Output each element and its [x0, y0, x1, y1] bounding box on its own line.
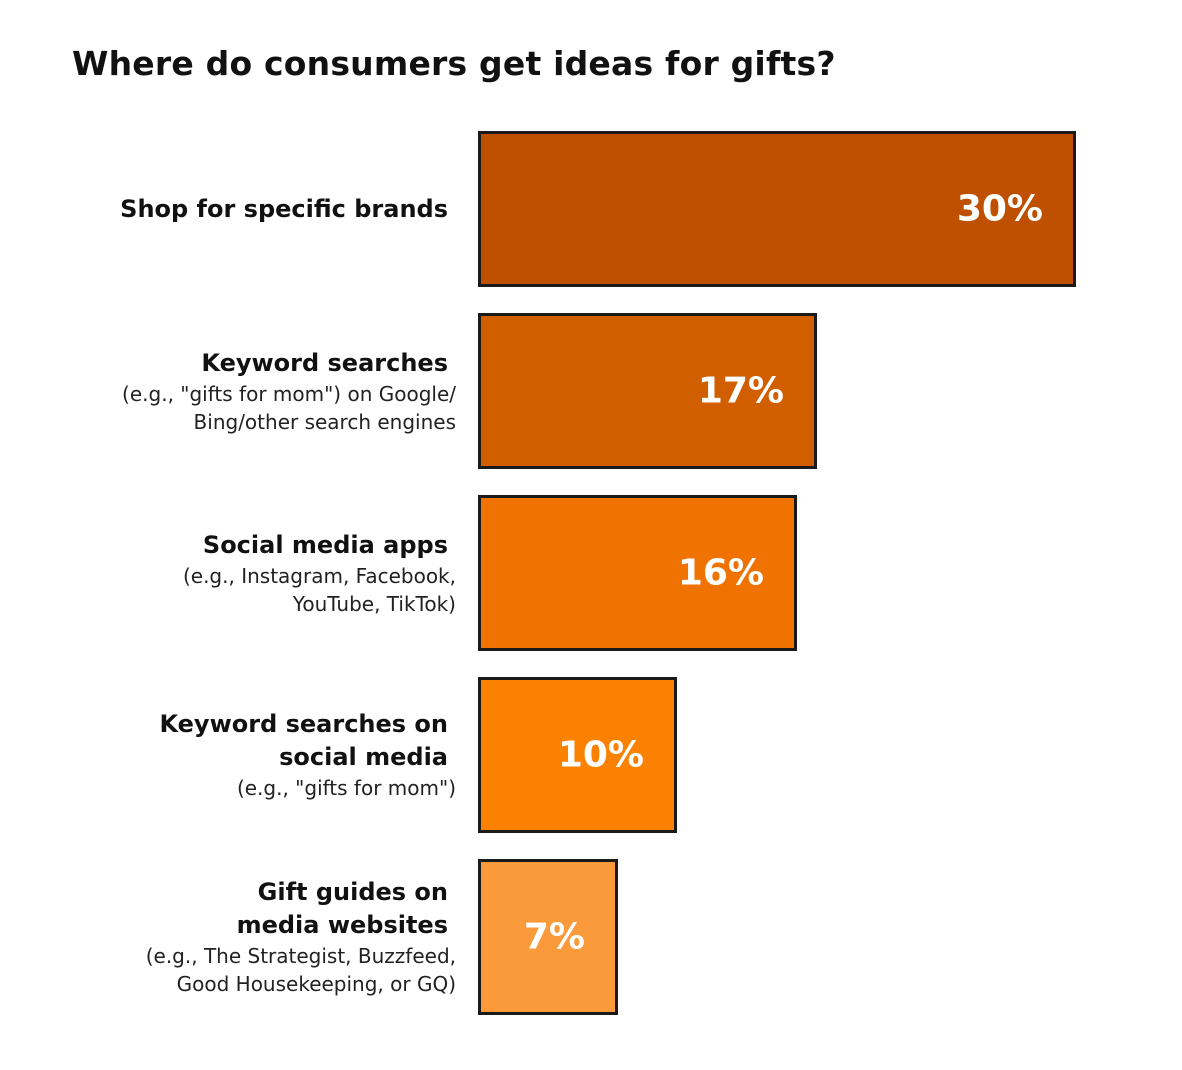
category-label-sub: (e.g., The Strategist, Buzzfeed, Good Ho… — [145, 944, 456, 996]
category-label-main: Shop for specific brands — [120, 194, 448, 223]
bar-value-label: 10% — [557, 734, 644, 776]
bar: 10% — [478, 677, 677, 833]
bar-row: Keyword searches (e.g., "gifts for mom") … — [0, 313, 1182, 469]
bar-row: Shop for specific brands 30% — [0, 131, 1182, 287]
bar: 30% — [478, 131, 1076, 287]
bar-value-label: 30% — [956, 188, 1043, 230]
bar-row: Keyword searches on social media (e.g., "… — [0, 677, 1182, 833]
category-label-sub: (e.g., Instagram, Facebook, YouTube, Tik… — [182, 563, 456, 616]
category-label: Gift guides on media websites (e.g., The … — [26, 859, 456, 1015]
category-label: Keyword searches (e.g., "gifts for mom") … — [26, 313, 456, 469]
category-label-sub: (e.g., "gifts for mom") on Google/ Bing/… — [122, 381, 456, 434]
category-label-main: Gift guides on media websites — [236, 878, 448, 939]
chart-title: Where do consumers get ideas for gifts? — [72, 44, 836, 83]
bar-value-label: 17% — [697, 370, 784, 412]
category-label-main: Social media apps — [202, 530, 448, 559]
category-label: Social media apps (e.g., Instagram, Faceb… — [26, 495, 456, 651]
bar-row: Social media apps (e.g., Instagram, Faceb… — [0, 495, 1182, 651]
bar-value-label: 16% — [677, 552, 764, 594]
bar: 7% — [478, 859, 618, 1015]
category-label-main: Keyword searches — [201, 348, 448, 377]
bar-value-label: 7% — [523, 916, 585, 958]
bar-row: Gift guides on media websites (e.g., The … — [0, 859, 1182, 1015]
category-label: Shop for specific brands — [26, 131, 456, 287]
category-label-main: Keyword searches on social media — [159, 710, 448, 771]
bar: 16% — [478, 495, 797, 651]
category-label-sub: (e.g., "gifts for mom") — [236, 776, 456, 800]
category-label: Keyword searches on social media (e.g., "… — [26, 677, 456, 833]
bar: 17% — [478, 313, 817, 469]
